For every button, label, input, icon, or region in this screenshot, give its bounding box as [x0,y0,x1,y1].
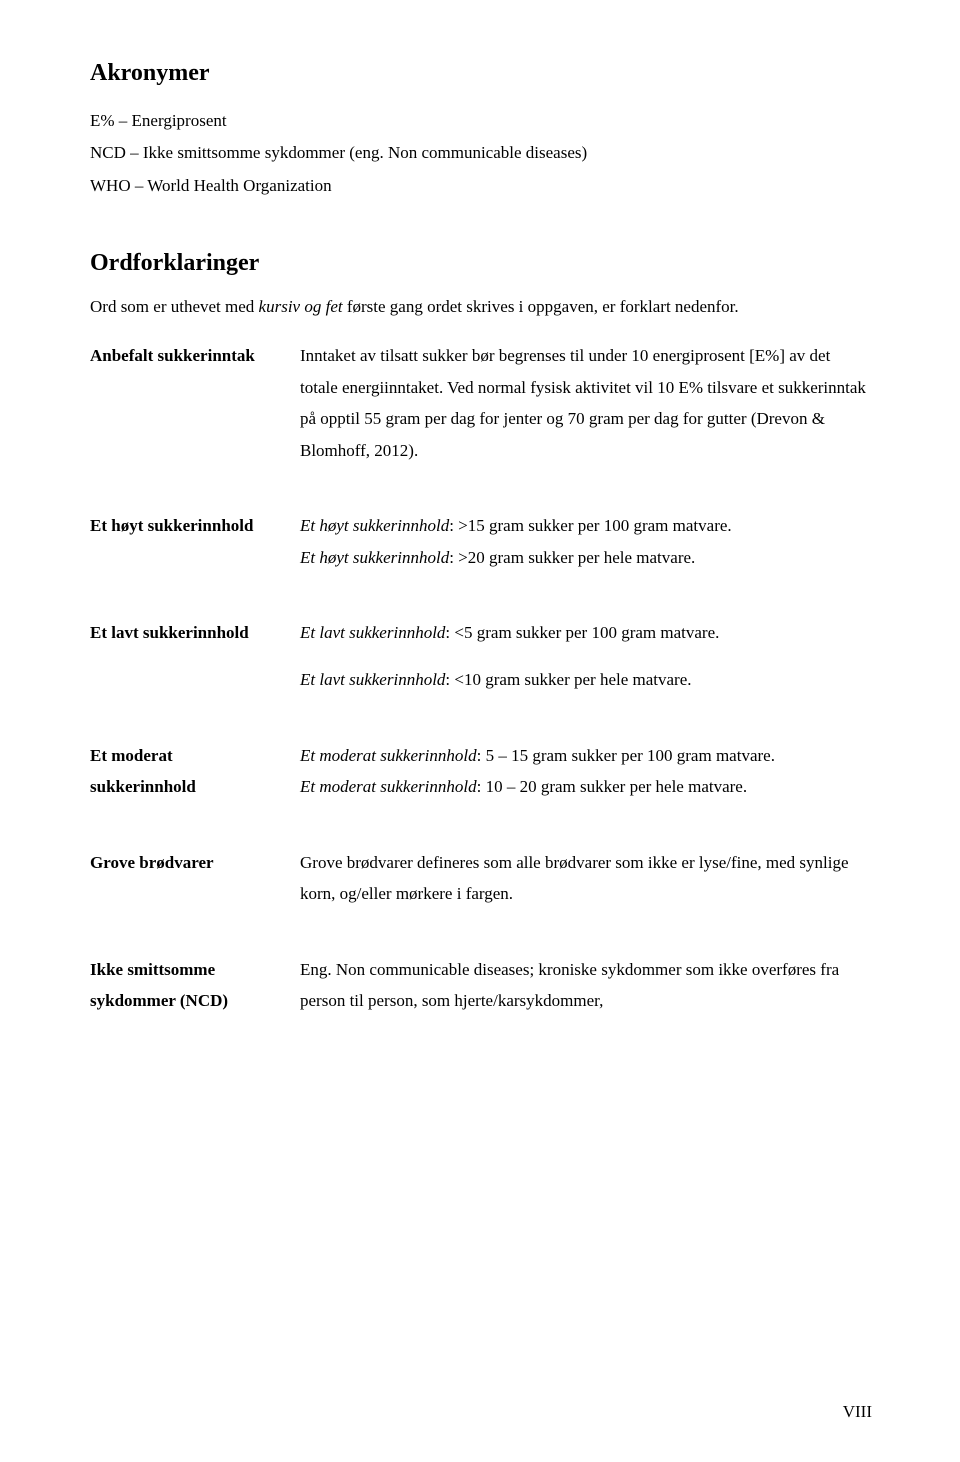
definition-row: Anbefalt sukkerinntak Inntaket av tilsat… [90,340,870,466]
definition-text: Et moderat sukkerinnhold: 5 – 15 gram su… [300,740,870,803]
definition-text: Grove brødvarer defineres som alle brødv… [300,847,870,910]
def-italic: Et høyt sukkerinnhold [300,516,449,535]
term-line1: Et moderat [90,746,173,765]
def-rest: : >15 gram sukker per 100 gram matvare. [449,516,731,535]
definition-row: Et høyt sukkerinnhold Et høyt sukkerinnh… [90,510,870,573]
term-line2: sukkerinnhold [90,777,196,796]
def-rest: : <5 gram sukker per 100 gram matvare. [445,623,719,642]
definition-term: Et moderat sukkerinnhold [90,740,300,803]
acronym-line: E% – Energiprosent [90,105,870,137]
def-italic: Et lavt sukkerinnhold [300,670,445,689]
intro-text: Ord som er uthevet med kursiv og fet før… [90,291,870,322]
definition-row: Ikke smittsomme sykdommer (NCD) Eng. Non… [90,954,870,1017]
def-rest: : 5 – 15 gram sukker per 100 gram matvar… [477,746,775,765]
acronyms-title: Akronymer [90,60,870,87]
acronym-line: NCD – Ikke smittsomme sykdommer (eng. No… [90,137,870,169]
definition-text: Inntaket av tilsatt sukker bør begrenses… [300,340,870,466]
definition-term: Et lavt sukkerinnhold [90,617,300,648]
standalone-definition: Et lavt sukkerinnhold: <10 gram sukker p… [300,664,870,695]
intro-italic: kursiv og fet [259,297,343,316]
acronym-line: WHO – World Health Organization [90,170,870,202]
definition-text: Et høyt sukkerinnhold: >15 gram sukker p… [300,510,870,573]
definition-text: Eng. Non communicable diseases; kroniske… [300,954,870,1017]
definition-term: Et høyt sukkerinnhold [90,510,300,573]
intro-suffix: første gang ordet skrives i oppgaven, er… [343,297,739,316]
def-italic: Et moderat sukkerinnhold [300,746,477,765]
definition-row: Et lavt sukkerinnhold Et lavt sukkerinnh… [90,617,870,648]
def-italic: Et høyt sukkerinnhold [300,548,449,567]
page-number: VIII [843,1402,872,1422]
definition-text: Et lavt sukkerinnhold: <5 gram sukker pe… [300,617,870,648]
term-line2: sykdommer (NCD) [90,991,228,1010]
definition-row: Et moderat sukkerinnhold Et moderat sukk… [90,740,870,803]
def-italic: Et moderat sukkerinnhold [300,777,477,796]
def-italic: Et lavt sukkerinnhold [300,623,445,642]
definition-term: Anbefalt sukkerinntak [90,340,300,466]
def-rest: : >20 gram sukker per hele matvare. [449,548,695,567]
def-rest: : 10 – 20 gram sukker per hele matvare. [477,777,748,796]
definition-term: Grove brødvarer [90,847,300,910]
term-line1: Ikke smittsomme [90,960,215,979]
definition-term: Ikke smittsomme sykdommer (NCD) [90,954,300,1017]
ordforklaringer-title: Ordforklaringer [90,250,870,277]
def-rest: : <10 gram sukker per hele matvare. [445,670,691,689]
intro-prefix: Ord som er uthevet med [90,297,259,316]
definition-row: Grove brødvarer Grove brødvarer definere… [90,847,870,910]
